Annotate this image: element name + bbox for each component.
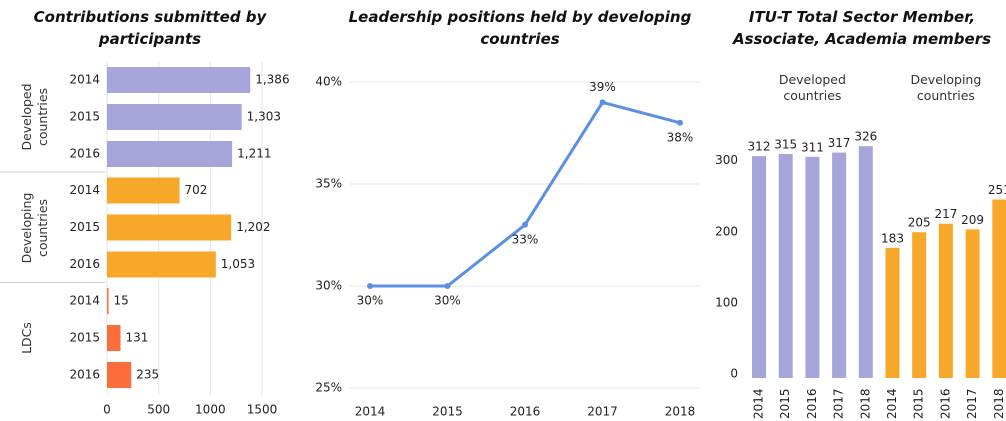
y-tick-label: 2014 — [69, 294, 100, 308]
data-label: 183 — [881, 231, 904, 245]
bar — [107, 362, 132, 388]
x-tick-label: 2014 — [885, 388, 899, 419]
y-tick-label: 2014 — [69, 73, 100, 87]
y-tick-label: 35% — [315, 177, 342, 191]
data-label: 30% — [434, 294, 461, 308]
x-tick-label: 2018 — [665, 405, 696, 419]
y-tick-label: 100 — [715, 295, 738, 309]
chart-title: Leadership positions held by developing … — [348, 8, 692, 48]
y-tick-label: 2016 — [69, 257, 100, 271]
group-label: Developed countries — [19, 83, 50, 151]
bar — [885, 247, 900, 378]
x-tick-label: 2015 — [432, 405, 463, 419]
data-label: 315 — [774, 138, 797, 152]
data-label: 317 — [828, 136, 851, 150]
bar — [965, 229, 980, 378]
bar — [858, 146, 873, 378]
x-tick-label: 2014 — [752, 388, 766, 419]
point — [522, 221, 528, 228]
x-tick-label: 2015 — [778, 388, 792, 419]
bar — [107, 214, 232, 241]
data-label: 1,053 — [221, 257, 255, 271]
y-tick-label: 30% — [315, 279, 342, 293]
y-tick-label: 200 — [715, 224, 738, 238]
bar — [107, 104, 242, 130]
bar — [938, 223, 953, 378]
y-tick-label: 25% — [315, 381, 342, 395]
data-label: 217 — [934, 207, 957, 221]
x-tick-label: 2014 — [355, 405, 386, 419]
point — [367, 283, 373, 289]
y-tick-label: 300 — [715, 153, 738, 167]
x-tick-label: 1500 — [247, 403, 278, 417]
data-label: 15 — [114, 294, 129, 308]
bar — [778, 154, 793, 378]
data-label: 38% — [667, 130, 694, 144]
data-label: 131 — [126, 331, 149, 345]
data-label: 326 — [854, 130, 877, 144]
y-tick-label: 0 — [730, 367, 738, 381]
bar — [107, 141, 233, 167]
bar — [752, 156, 766, 378]
bar — [832, 152, 847, 378]
data-label: 209 — [961, 213, 984, 227]
point — [599, 99, 606, 106]
x-tick-label: 500 — [147, 403, 170, 417]
x-tick-label: 2016 — [938, 388, 952, 419]
x-tick-label: 2017 — [965, 388, 979, 419]
group-label: Developing countries — [910, 72, 982, 103]
y-tick-label: 2014 — [69, 183, 100, 197]
bar — [107, 288, 109, 314]
x-tick-label: 2017 — [587, 405, 618, 419]
bar — [992, 199, 1006, 378]
data-label: 30% — [357, 294, 384, 308]
point — [444, 283, 451, 289]
bar — [107, 67, 251, 93]
data-label: 702 — [185, 183, 208, 197]
data-label: 1,303 — [247, 110, 281, 124]
data-label: 1,202 — [236, 220, 270, 234]
data-label: 311 — [801, 140, 824, 154]
group-label: Developed countries — [778, 72, 846, 103]
bar — [107, 177, 180, 204]
data-label: 1,211 — [237, 147, 271, 161]
y-tick-label: 40% — [315, 75, 342, 89]
chart-title: ITU-T Total Sector Member, Associate, Ac… — [732, 8, 992, 48]
group-label: LDCs — [19, 322, 34, 354]
x-tick-label: 2016 — [805, 388, 819, 419]
bar — [107, 251, 216, 278]
data-label: 39% — [589, 80, 616, 94]
chart-title: Contributions submitted by participants — [33, 8, 267, 48]
data-label: 235 — [136, 368, 159, 382]
point — [677, 119, 683, 126]
bar — [805, 156, 820, 378]
y-tick-label: 2015 — [69, 110, 100, 124]
bar — [912, 232, 927, 378]
bar — [107, 325, 121, 351]
x-tick-label: 2015 — [912, 388, 926, 419]
line — [370, 100, 681, 288]
y-tick-label: 2016 — [69, 147, 100, 161]
data-label: 1,386 — [255, 73, 289, 87]
y-tick-label: 2015 — [69, 220, 100, 234]
data-label: 205 — [908, 216, 931, 230]
group-label: Developing countries — [19, 192, 50, 263]
x-tick-label: 2016 — [510, 405, 541, 419]
x-tick-label: 2018 — [858, 388, 872, 419]
data-label: 33% — [512, 232, 539, 246]
data-label: 312 — [748, 140, 771, 154]
x-tick-label: 2017 — [832, 388, 846, 419]
y-tick-label: 2016 — [69, 368, 100, 382]
x-tick-label: 0 — [103, 403, 111, 417]
x-tick-label: 1000 — [195, 403, 226, 417]
x-tick-label: 2018 — [992, 388, 1006, 419]
data-label: 251 — [988, 183, 1006, 197]
y-tick-label: 2015 — [69, 331, 100, 345]
